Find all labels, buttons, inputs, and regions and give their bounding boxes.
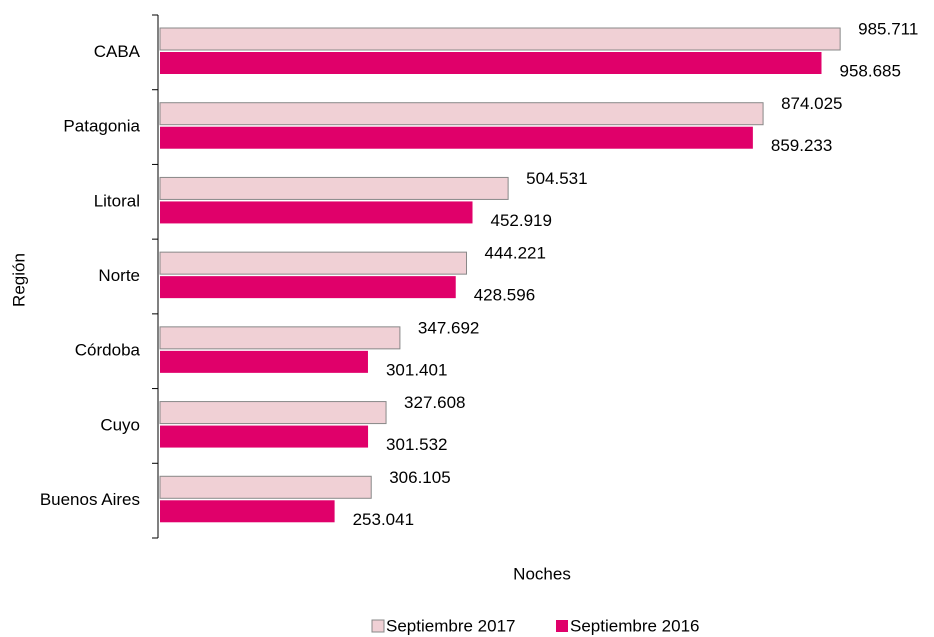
bar bbox=[159, 401, 387, 425]
y-axis-label: Región bbox=[9, 253, 28, 307]
y-tick-label: Norte bbox=[98, 266, 140, 285]
data-label: 428.596 bbox=[474, 286, 535, 305]
legend-swatch bbox=[556, 620, 568, 632]
y-tick-label: Córdoba bbox=[75, 341, 141, 360]
bar bbox=[160, 201, 473, 224]
data-label: 253.041 bbox=[353, 510, 414, 529]
legend-swatch bbox=[371, 619, 385, 633]
bar bbox=[160, 276, 456, 299]
y-tick-label: CABA bbox=[94, 42, 141, 61]
bar bbox=[160, 500, 335, 523]
bar bbox=[159, 27, 841, 51]
data-label: 306.105 bbox=[389, 468, 450, 487]
legend-label: Septiembre 2017 bbox=[386, 616, 515, 635]
data-label: 958.685 bbox=[839, 61, 900, 80]
data-label: 327.608 bbox=[404, 393, 465, 412]
bar bbox=[159, 326, 401, 350]
bar bbox=[160, 52, 822, 74]
data-label: 452.919 bbox=[491, 211, 552, 230]
data-label: 504.531 bbox=[526, 169, 587, 188]
y-tick-label: Buenos Aires bbox=[40, 490, 140, 509]
data-label: 859.233 bbox=[771, 136, 832, 155]
bar bbox=[159, 475, 372, 499]
data-label: 874.025 bbox=[781, 94, 842, 113]
data-label: 347.692 bbox=[418, 318, 479, 337]
y-tick-label: Patagonia bbox=[63, 117, 140, 136]
bar bbox=[159, 176, 509, 200]
y-tick-label: Litoral bbox=[94, 191, 140, 210]
bar bbox=[160, 350, 368, 373]
data-label: 301.532 bbox=[386, 435, 447, 454]
bar bbox=[159, 251, 468, 275]
bar bbox=[160, 126, 753, 149]
data-label: 444.221 bbox=[485, 244, 546, 263]
bar bbox=[160, 425, 369, 448]
bar bbox=[159, 102, 764, 126]
data-label: 301.401 bbox=[386, 360, 447, 379]
data-label: 985.711 bbox=[858, 19, 918, 38]
y-tick-label: Cuyo bbox=[100, 415, 140, 434]
legend-label: Septiembre 2016 bbox=[570, 616, 699, 635]
x-axis-label: Noches bbox=[513, 564, 571, 583]
